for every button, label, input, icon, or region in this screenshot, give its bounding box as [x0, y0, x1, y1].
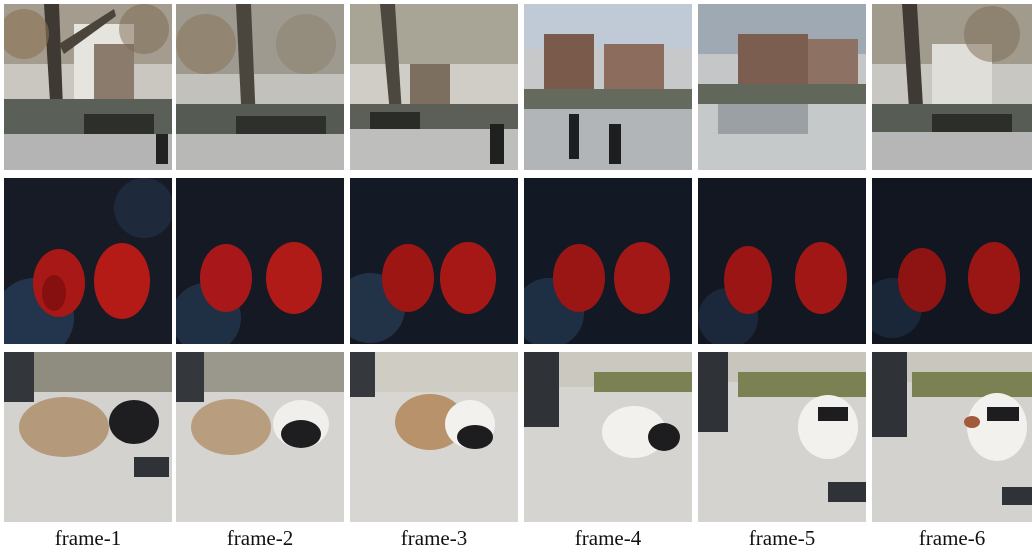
street-frame-1	[4, 4, 172, 170]
apples-frame-5	[698, 178, 866, 344]
street-frame-2	[176, 4, 344, 170]
frame-caption: frame-2	[226, 526, 294, 550]
dog-frame-3	[350, 352, 518, 522]
apples-frame-1	[4, 178, 172, 344]
apples-frame-4	[524, 178, 692, 344]
street-frame-3	[350, 4, 518, 170]
dog-frame-5	[698, 352, 866, 522]
street-frame-4	[524, 4, 692, 170]
dog-frame-6	[872, 352, 1032, 522]
dog-frame-1	[4, 352, 172, 522]
frame-caption: frame-1	[54, 526, 122, 550]
apples-frame-6	[872, 178, 1032, 344]
frame-caption: frame-6	[918, 526, 986, 550]
apples-frame-3	[350, 178, 518, 344]
street-frame-5	[698, 4, 866, 170]
dog-frame-4	[524, 352, 692, 522]
dog-frame-2	[176, 352, 344, 522]
frame-caption: frame-5	[748, 526, 816, 550]
frame-caption: frame-4	[574, 526, 642, 550]
street-frame-6	[872, 4, 1032, 170]
apples-frame-2	[176, 178, 344, 344]
frame-caption: frame-3	[400, 526, 468, 550]
